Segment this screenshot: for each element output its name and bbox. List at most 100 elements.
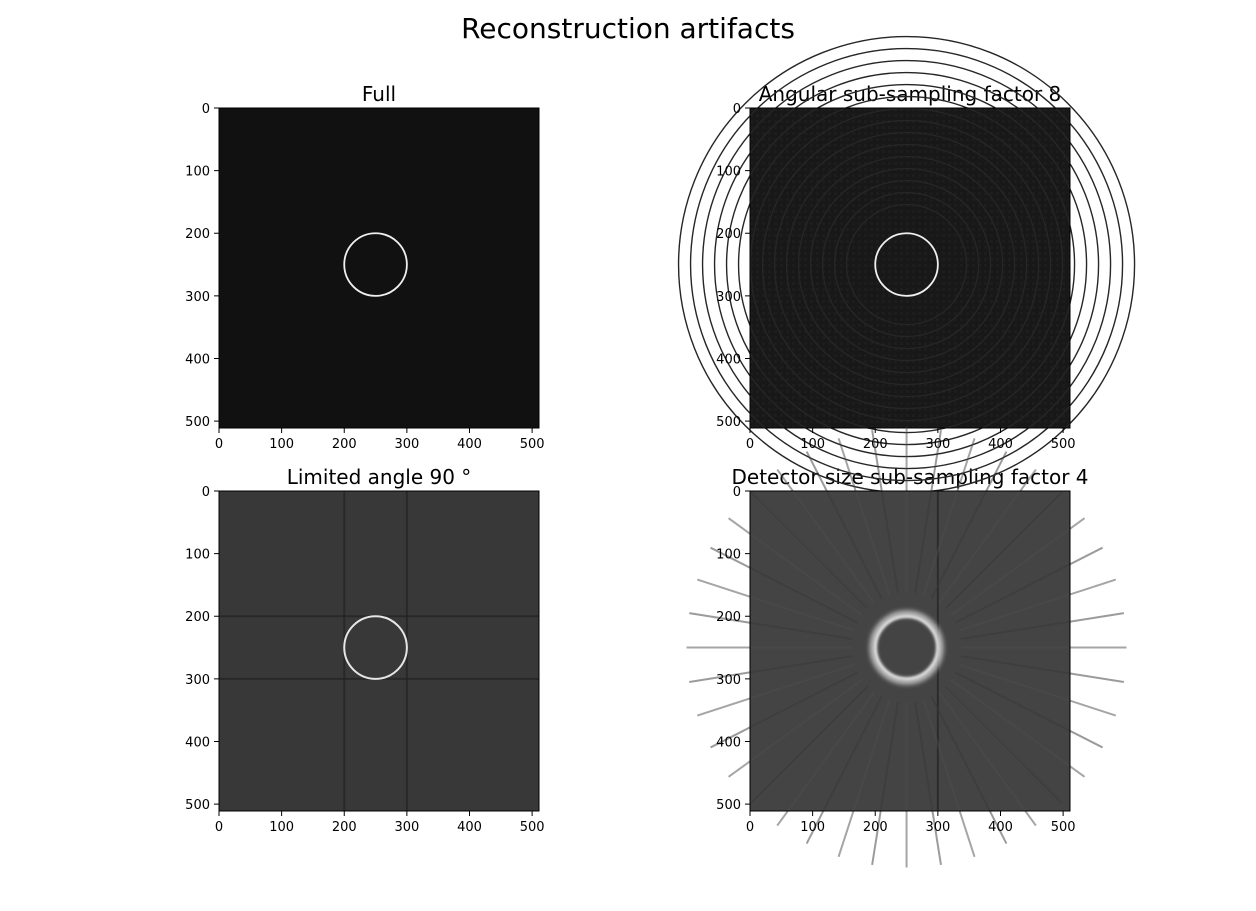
x-tick-label: 200 xyxy=(332,437,357,452)
y-tick-label: 300 xyxy=(185,290,210,305)
y-tick-label: 0 xyxy=(202,485,210,500)
y-tick-label: 0 xyxy=(733,485,741,500)
x-tick-label: 0 xyxy=(746,820,754,835)
x-tick-label: 500 xyxy=(520,820,545,835)
streak-ray xyxy=(727,517,863,617)
streak-ray xyxy=(922,699,976,858)
x-tick-label: 100 xyxy=(269,437,294,452)
x-tick-label: 300 xyxy=(394,437,419,452)
aliasing-ring xyxy=(797,155,1016,374)
streak-ray xyxy=(938,691,1037,827)
aliasing-ring xyxy=(809,167,1004,362)
streak-ray xyxy=(930,696,1008,845)
y-tick-label: 500 xyxy=(185,415,210,430)
streak-ray xyxy=(871,701,899,866)
blurred-ring xyxy=(869,610,944,685)
streak-ray xyxy=(837,438,891,596)
streak-ray xyxy=(689,655,853,683)
x-tick-label: 100 xyxy=(800,437,825,452)
x-tick-label: 500 xyxy=(1051,437,1076,452)
x-tick-label: 500 xyxy=(520,437,545,452)
x-tick-label: 100 xyxy=(800,820,825,835)
y-tick-label: 0 xyxy=(202,102,210,117)
streak-ray xyxy=(697,578,855,632)
streak-ray xyxy=(938,468,1037,604)
streak-ray xyxy=(958,663,1117,717)
y-tick-label: 0 xyxy=(733,102,741,117)
y-tick-label: 400 xyxy=(716,352,741,367)
y-tick-label: 200 xyxy=(716,227,741,242)
axes-frame xyxy=(218,107,540,429)
figure-title: Reconstruction artifacts xyxy=(461,12,795,45)
y-tick-label: 500 xyxy=(716,798,741,813)
axes-frame xyxy=(749,490,1071,812)
heatmap-panel-2: 0 100 200 300 400 500 0 100 200 300 400 500 xyxy=(185,485,544,835)
y-tick-label: 100 xyxy=(716,165,741,180)
x-tick-label: 0 xyxy=(746,437,754,452)
streak-ray xyxy=(950,517,1086,617)
y-tick-label: 100 xyxy=(185,548,210,563)
aliasing-ring xyxy=(761,119,1052,410)
streak-ray xyxy=(805,451,883,600)
streak-ray xyxy=(727,679,863,778)
streak-ray xyxy=(914,430,942,594)
aliasing-ring xyxy=(821,179,992,350)
y-tick-label: 500 xyxy=(716,415,741,430)
streak-ray xyxy=(750,491,869,610)
heatmap-image xyxy=(219,491,539,811)
streak-ray xyxy=(944,491,1063,610)
streak-ray xyxy=(914,701,942,866)
streak-ray xyxy=(697,663,855,717)
circle-feature xyxy=(873,614,940,681)
x-tick-label: 400 xyxy=(988,820,1013,835)
heatmap-image xyxy=(219,108,539,428)
circle-feature xyxy=(343,232,408,297)
x-tick-label: 400 xyxy=(457,437,482,452)
streak-ray xyxy=(871,430,899,594)
streak-ray xyxy=(955,546,1104,624)
streak-ray xyxy=(776,691,876,827)
streak-ray xyxy=(750,685,869,804)
x-tick-label: 0 xyxy=(215,437,223,452)
y-tick-label: 100 xyxy=(185,165,210,180)
streak-ray xyxy=(805,696,883,845)
subplot-title-limited-angle: Limited angle 90 ° xyxy=(286,465,472,489)
y-tick-label: 400 xyxy=(185,352,210,367)
streak-ray xyxy=(950,679,1086,778)
heatmap-panel-0: 0 100 200 300 400 500 0 100 200 300 400 500 xyxy=(185,102,544,452)
y-tick-label: 500 xyxy=(185,798,210,813)
aliasing-ring xyxy=(773,131,1040,398)
streak-ray xyxy=(922,438,976,596)
streak-ray xyxy=(944,685,1063,804)
streak-ray xyxy=(837,699,891,858)
y-tick-label: 300 xyxy=(185,673,210,688)
streak-ray xyxy=(710,546,859,624)
y-tick-label: 100 xyxy=(716,548,741,563)
aliasing-ring xyxy=(833,191,980,338)
streak-ray xyxy=(958,578,1117,632)
x-tick-label: 100 xyxy=(269,820,294,835)
streak-ray xyxy=(689,612,853,640)
y-tick-label: 300 xyxy=(716,673,741,688)
x-tick-label: 500 xyxy=(1051,820,1076,835)
y-tick-label: 200 xyxy=(185,227,210,242)
axes-frame xyxy=(749,107,1071,429)
streak-ray xyxy=(960,655,1125,683)
streak-ray xyxy=(930,451,1008,600)
y-tick-label: 200 xyxy=(716,610,741,625)
x-tick-label: 300 xyxy=(925,820,950,835)
y-tick-label: 300 xyxy=(716,290,741,305)
x-tick-label: 200 xyxy=(332,820,357,835)
streak-ray xyxy=(960,612,1125,640)
streak-ray xyxy=(710,671,859,749)
aliasing-ring xyxy=(749,107,1064,422)
circle-feature xyxy=(343,615,408,680)
heatmap-panel-3: 0 100 200 300 400 500 0 100 200 300 400 500 xyxy=(686,427,1127,868)
y-tick-label: 400 xyxy=(185,735,210,750)
x-tick-label: 400 xyxy=(988,437,1013,452)
x-tick-label: 200 xyxy=(863,820,888,835)
circle-feature xyxy=(874,232,939,297)
